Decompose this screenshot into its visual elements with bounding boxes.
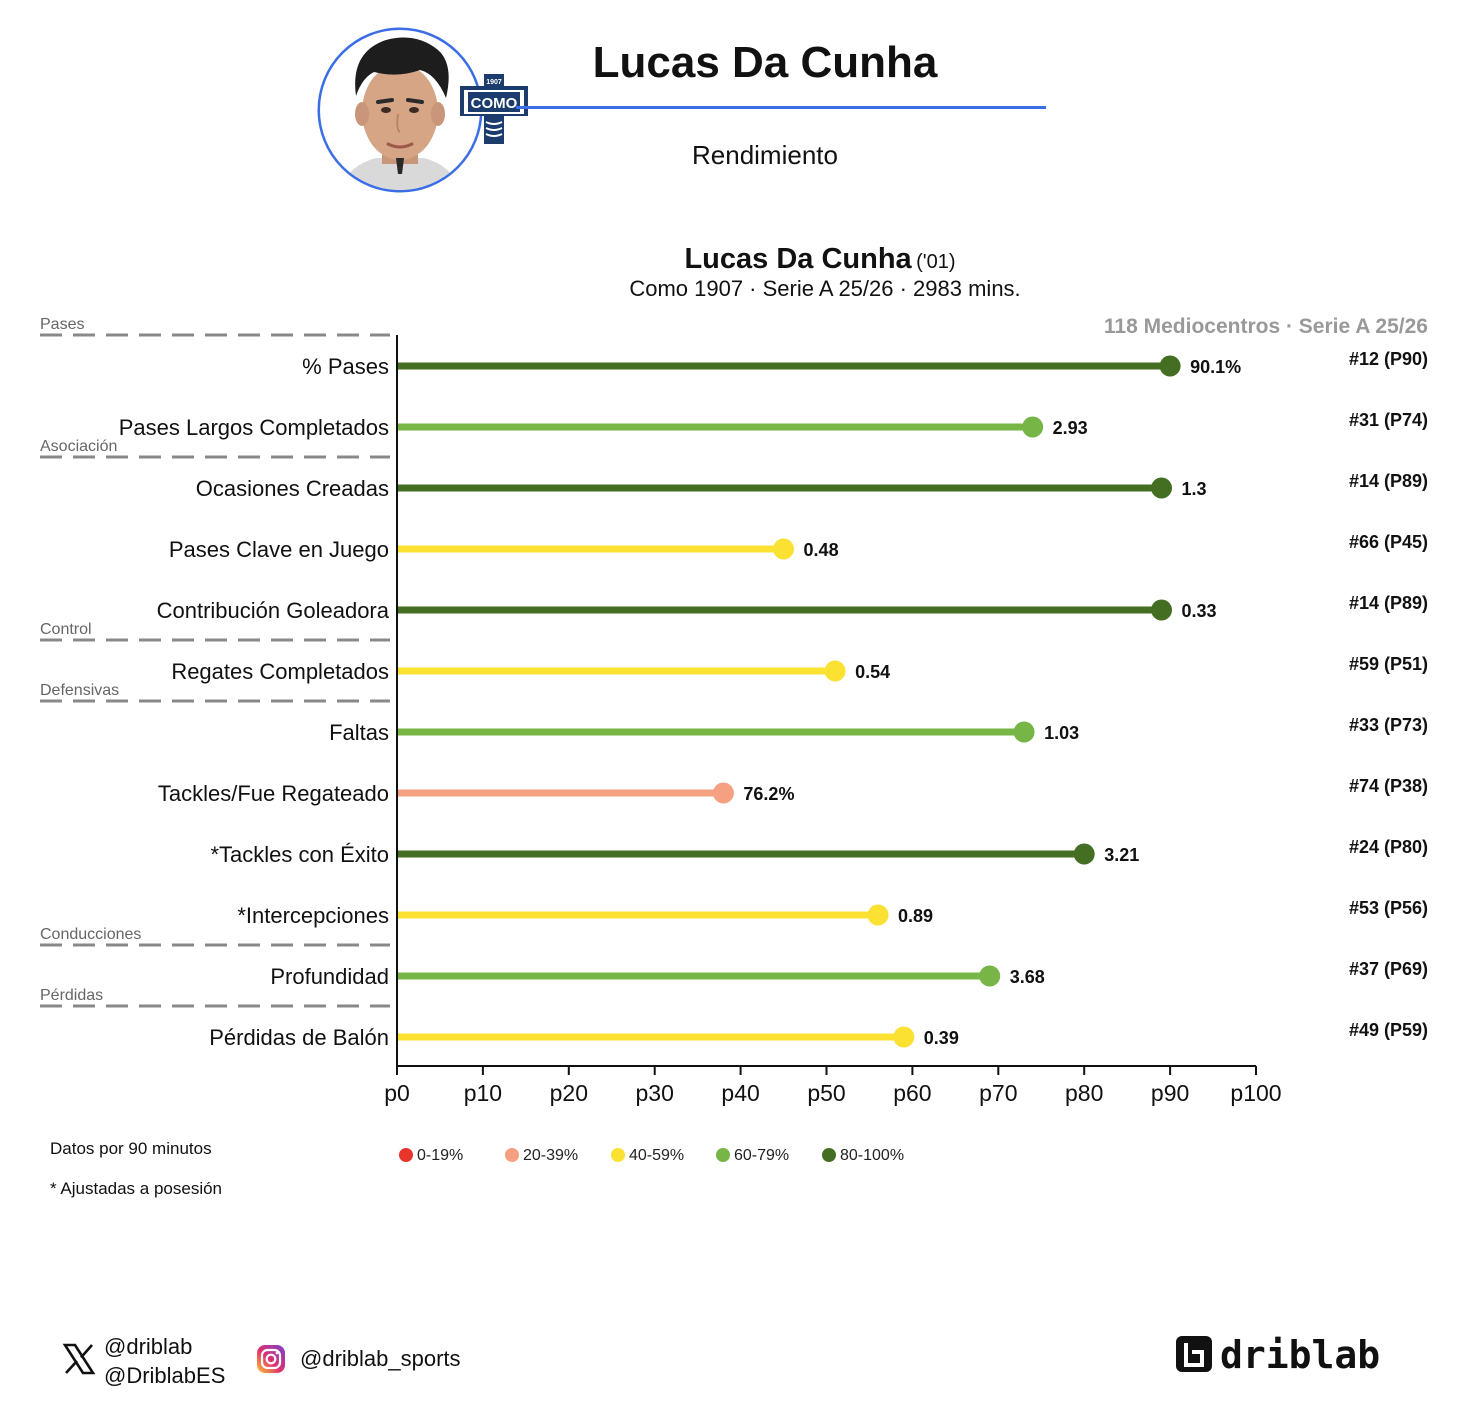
metric-dot bbox=[1013, 721, 1035, 743]
section-label: Conducciones bbox=[40, 926, 141, 943]
footnote-possession: * Ajustadas a posesión bbox=[50, 1179, 223, 1198]
x-tick-label: p100 bbox=[1230, 1080, 1281, 1106]
x-tick-label: p40 bbox=[721, 1080, 759, 1106]
metric-value: 0.33 bbox=[1182, 601, 1217, 621]
legend-label: 0-19% bbox=[417, 1147, 463, 1164]
legend-label: 80-100% bbox=[840, 1147, 904, 1164]
player-photo bbox=[316, 26, 484, 194]
metric-dot bbox=[712, 782, 734, 804]
x-logo-icon bbox=[62, 1342, 96, 1376]
metric-dot bbox=[773, 538, 795, 560]
metric-rank: #59 (P51) bbox=[1349, 654, 1428, 674]
x-tick-label: p50 bbox=[807, 1080, 845, 1106]
metric-dot bbox=[824, 660, 846, 682]
metric-value: 0.48 bbox=[804, 540, 839, 560]
metric-dot bbox=[893, 1026, 915, 1048]
metric-label: Profundidad bbox=[270, 964, 389, 989]
x-tick-label: p10 bbox=[464, 1080, 502, 1106]
legend-label: 60-79% bbox=[734, 1147, 789, 1164]
metric-rank: #14 (P89) bbox=[1349, 471, 1428, 491]
chart-player-year: ('01) bbox=[916, 251, 956, 273]
section-label: Pérdidas bbox=[40, 987, 103, 1004]
metric-value: 1.03 bbox=[1044, 723, 1079, 743]
brand-name: driblab bbox=[1220, 1334, 1380, 1376]
metric-value: 3.68 bbox=[1010, 967, 1045, 987]
chart-title: Lucas Da Cunha ('01) bbox=[500, 243, 1140, 276]
metric-label: *Tackles con Éxito bbox=[210, 842, 389, 867]
metric-rank: #31 (P74) bbox=[1349, 410, 1428, 430]
legend-dot bbox=[505, 1148, 519, 1162]
driblab-logo: driblab bbox=[1174, 1333, 1404, 1377]
instagram-handle[interactable]: @driblab_sports bbox=[300, 1346, 461, 1371]
metric-label: Ocasiones Creadas bbox=[196, 476, 389, 501]
comparison-group: 118 Mediocentros · Serie A 25/26 bbox=[1103, 315, 1428, 338]
metric-dot bbox=[1073, 843, 1095, 865]
legend-dot bbox=[399, 1148, 413, 1162]
page-title: Lucas Da Cunha bbox=[592, 38, 938, 87]
metric-value: 0.54 bbox=[855, 662, 890, 682]
metric-value: 0.39 bbox=[924, 1028, 959, 1048]
metric-value: 2.93 bbox=[1053, 418, 1088, 438]
chart-player-name: Lucas Da Cunha bbox=[684, 243, 912, 275]
metric-rank: #49 (P59) bbox=[1349, 1020, 1428, 1040]
metric-label: Regates Completados bbox=[171, 659, 389, 684]
metric-rank: #66 (P45) bbox=[1349, 532, 1428, 552]
x-tick-label: p0 bbox=[384, 1080, 410, 1106]
metric-rank: #12 (P90) bbox=[1349, 349, 1428, 369]
legend-label: 40-59% bbox=[629, 1147, 684, 1164]
metric-dot bbox=[1151, 477, 1173, 499]
metric-label: Pases Largos Completados bbox=[119, 415, 389, 440]
legend-dot bbox=[611, 1148, 625, 1162]
metric-dot bbox=[1159, 355, 1181, 377]
x-tick-label: p90 bbox=[1151, 1080, 1189, 1106]
metric-rank: #24 (P80) bbox=[1349, 837, 1428, 857]
twitter-handle-2[interactable]: @DriblabES bbox=[104, 1363, 226, 1388]
x-tick-label: p20 bbox=[550, 1080, 588, 1106]
metric-value: 3.21 bbox=[1104, 845, 1139, 865]
metric-label: *Intercepciones bbox=[237, 903, 389, 928]
metric-label: Contribución Goleadora bbox=[157, 598, 390, 623]
crest-text: COMO bbox=[471, 95, 518, 112]
metric-label: Faltas bbox=[329, 720, 389, 745]
x-tick-label: p30 bbox=[636, 1080, 674, 1106]
legend-dot bbox=[716, 1148, 730, 1162]
metric-label: % Pases bbox=[302, 354, 389, 379]
legend-dot bbox=[822, 1148, 836, 1162]
metric-dot bbox=[867, 904, 889, 926]
page-subtitle: Rendimiento bbox=[692, 140, 838, 170]
metric-rank: #37 (P69) bbox=[1349, 959, 1428, 979]
club-crest: 1907 COMO bbox=[460, 72, 528, 146]
player-avatar bbox=[317, 27, 483, 193]
section-label: Defensivas bbox=[40, 682, 119, 699]
metric-label: Pases Clave en Juego bbox=[169, 537, 389, 562]
x-tick-label: p60 bbox=[893, 1080, 931, 1106]
crest-year: 1907 bbox=[486, 79, 502, 86]
chart-subtitle: Como 1907 · Serie A 25/26 · 2983 mins. bbox=[629, 276, 1021, 301]
twitter-handle-1[interactable]: @driblab bbox=[104, 1334, 193, 1359]
instagram-icon bbox=[256, 1344, 286, 1374]
metric-value: 1.3 bbox=[1182, 479, 1207, 499]
metric-value: 76.2% bbox=[743, 784, 794, 804]
x-tick-label: p80 bbox=[1065, 1080, 1103, 1106]
footnote-per90: Datos por 90 minutos bbox=[50, 1139, 212, 1158]
metric-dot bbox=[979, 965, 1001, 987]
metric-rank: #33 (P73) bbox=[1349, 715, 1428, 735]
section-label: Pases bbox=[40, 316, 84, 333]
metric-value: 90.1% bbox=[1190, 357, 1241, 377]
metric-rank: #14 (P89) bbox=[1349, 593, 1428, 613]
metric-label: Tackles/Fue Regateado bbox=[158, 781, 389, 806]
metric-label: Pérdidas de Balón bbox=[209, 1025, 389, 1050]
header-underline bbox=[516, 106, 1046, 109]
metric-rank: #74 (P38) bbox=[1349, 776, 1428, 796]
x-tick-label: p70 bbox=[979, 1080, 1017, 1106]
section-label: Control bbox=[40, 621, 92, 638]
metric-dot bbox=[1022, 416, 1044, 438]
metric-value: 0.89 bbox=[898, 906, 933, 926]
section-label: Asociación bbox=[40, 438, 117, 455]
metric-dot bbox=[1151, 599, 1173, 621]
legend-label: 20-39% bbox=[523, 1147, 578, 1164]
metric-rank: #53 (P56) bbox=[1349, 898, 1428, 918]
